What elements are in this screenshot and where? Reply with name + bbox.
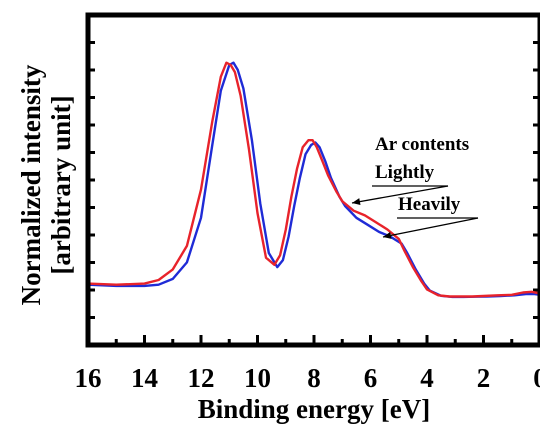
x-tick-label: 6 bbox=[364, 363, 378, 393]
callout-lightly-arrowhead bbox=[352, 198, 361, 206]
legend-label-heavily: Heavily bbox=[398, 194, 461, 215]
legend-callouts bbox=[351, 185, 479, 239]
x-tick-labels: 16 14 12 10 8 6 4 2 0 bbox=[75, 363, 540, 393]
series-layer bbox=[86, 61, 540, 299]
y-axis-label: Normalized intensity [arbitrary unit] bbox=[16, 64, 76, 305]
x-tick-label: 16 bbox=[75, 363, 102, 393]
plot-frame bbox=[85, 12, 540, 348]
legend-title: Ar contents bbox=[375, 134, 469, 155]
x-tick-label: 8 bbox=[307, 363, 321, 393]
callout-heavily-arrowhead bbox=[383, 231, 392, 239]
legend-label-lightly: Lightly bbox=[375, 162, 435, 183]
x-tick-label: 10 bbox=[244, 363, 271, 393]
x-tick-label: 12 bbox=[188, 363, 215, 393]
x-axis-label: Binding energy [eV] bbox=[198, 394, 431, 424]
series-line-heavily bbox=[86, 61, 540, 299]
y-axis-label-line1: Normalized intensity bbox=[16, 64, 46, 305]
series-line-lightly bbox=[86, 61, 540, 298]
y-axis-label-line2: [arbitrary unit] bbox=[46, 95, 76, 274]
x-tick-label: 14 bbox=[131, 363, 158, 393]
x-tick-label: 0 bbox=[533, 363, 540, 393]
callout-heavily-leader bbox=[382, 217, 479, 238]
x-tick-label: 2 bbox=[477, 363, 491, 393]
axis-ticks bbox=[86, 41, 540, 345]
x-tick-label: 4 bbox=[420, 363, 434, 393]
callout-lightly-leader bbox=[351, 185, 449, 204]
